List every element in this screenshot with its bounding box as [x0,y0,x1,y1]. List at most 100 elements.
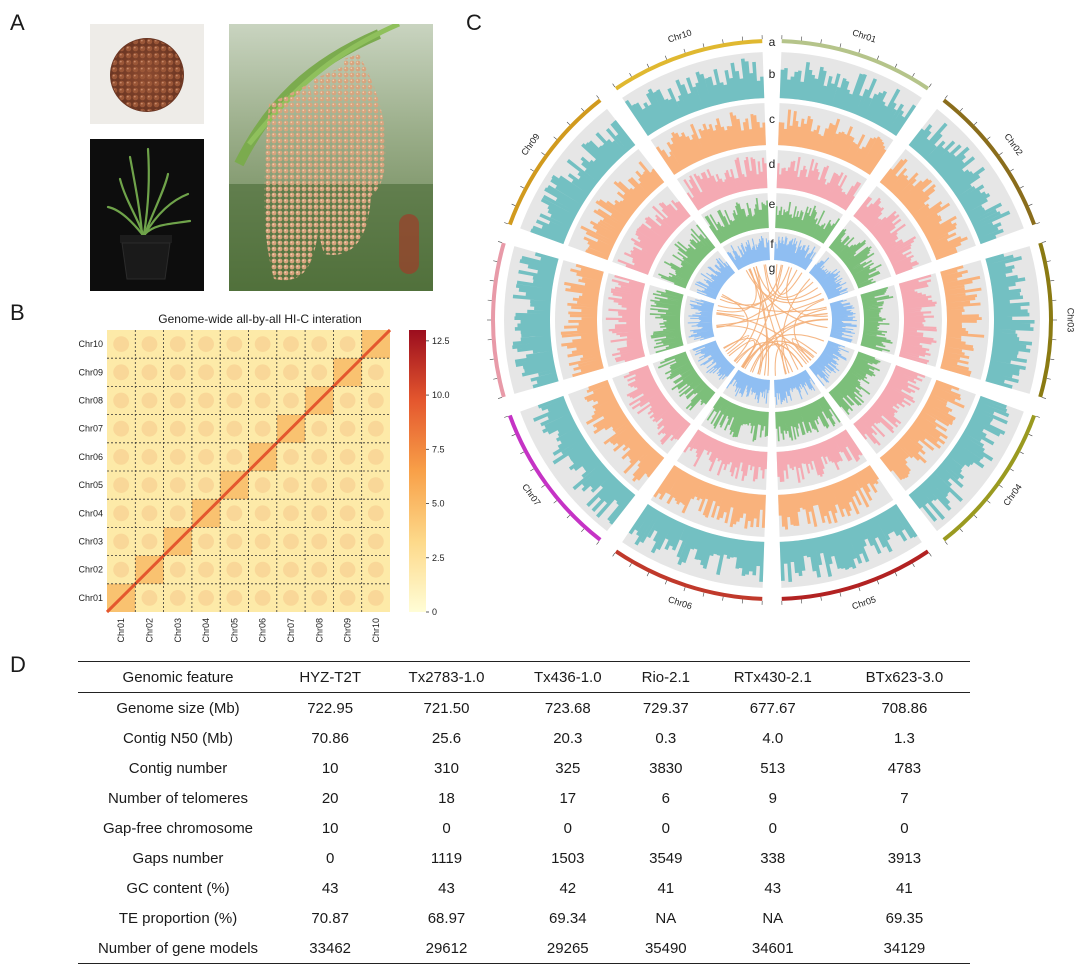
interaction-blob [113,533,130,550]
track-bars [706,396,769,442]
x-tick-label: Chr06 [258,618,268,643]
col-header: HYZ-T2T [299,668,361,686]
chromosome-tick [511,203,516,206]
row-label-cell: Number of gene models [97,939,259,957]
synteny-link [786,267,828,317]
value-cell: 4.0 [762,729,784,747]
value-cell: 34601 [751,939,794,957]
value-cell: 25.6 [431,729,462,747]
chromosome-tick [612,552,616,557]
chromosome-tick [1050,280,1055,282]
value-cell: 0 [442,819,451,837]
colorbar-tick-label: 5.0 [432,499,445,509]
track-letter: d [769,157,776,171]
value-cell: 729.37 [642,699,689,717]
track-bars [908,122,1011,245]
track-bars [605,274,646,363]
chromosome-tick [612,83,616,88]
col-header: Rio-2.1 [641,668,690,686]
interaction-blob [113,392,130,409]
value-cell: 18 [438,789,455,807]
synteny-link [751,308,827,373]
track-bars [776,156,862,211]
value-cell: 10 [321,819,339,837]
track-bars [775,396,841,442]
value-cell: 20.3 [553,729,583,747]
chromosome-tick [1028,434,1033,437]
track-bars [628,504,765,582]
interaction-blob [141,590,158,606]
chromosome-tick [928,552,932,557]
synteny-link [717,264,782,310]
chromosome-tick [489,358,494,360]
interaction-blob [283,449,299,465]
row-label-cell: Contig N50 (Mb) [122,729,234,747]
interaction-blob [311,449,328,465]
colorbar-tick-label: 12.5 [432,336,450,346]
chromosome-tick [858,587,861,592]
chromosome-tick [944,95,948,99]
interaction-blob [141,449,158,465]
interaction-blob [283,364,299,381]
value-cell: 29265 [546,939,589,957]
y-tick-label: Chr03 [78,537,103,547]
chromosome-tick [959,108,963,112]
seed-photo [90,24,204,124]
interaction-blob [169,364,186,381]
interaction-blob [311,477,328,493]
table-row: Number of telomeres 20 18 17 6 9 7 [78,783,970,813]
interaction-blob [254,590,271,606]
interaction-blob [141,505,158,522]
synteny-link [742,340,814,369]
track-bars [879,379,965,481]
interaction-blob [226,505,243,522]
value-cell: 677.67 [749,699,796,717]
interaction-blob [226,420,243,437]
interaction-blob [254,561,271,578]
interaction-blob [254,392,271,409]
synteny-link [745,270,822,304]
chromosome-tick [1019,185,1024,189]
value-cell: 3913 [887,849,922,867]
interaction-blob [283,561,299,578]
interaction-blob [141,533,158,550]
synteny-link [744,318,829,370]
interaction-blob [339,533,356,550]
track-bars [530,120,636,245]
chromosome-tick [541,152,545,156]
chromosome-tick [489,280,494,282]
track-bars [776,429,863,483]
interaction-blob [367,449,384,465]
colorbar-tick-label: 0 [432,607,437,617]
interaction-blob [283,533,299,550]
sorghum-panicle-photo [229,24,433,291]
value-cell: 43 [764,879,782,897]
chromosome-tick [566,514,571,519]
chromosome-tick [541,484,545,488]
track-letter: e [769,197,776,211]
track-letter: f [770,237,774,251]
track-bars [774,369,816,405]
interaction-blob [311,590,328,606]
colorbar-tick-label: 7.5 [432,444,445,454]
chromosome-tick [581,108,585,112]
row-label-cell: GC content (%) [126,879,230,897]
track-bars [853,196,919,275]
synteny-link [774,341,815,376]
interaction-blob [339,392,356,409]
track-bars [687,299,715,341]
interaction-blob [311,505,328,522]
value-cell: 3830 [649,759,683,777]
synteny-link [782,343,807,374]
interaction-blob [311,364,328,381]
value-cell: 721.50 [423,699,470,717]
y-tick-label: Chr06 [78,452,103,462]
hic-title: Genome-wide all-by-all HI-C interation [158,312,362,326]
table-row: Number of gene models 33462 29612 29265 3549… [78,933,970,964]
value-cell: 70.86 [311,729,349,747]
chromosome-tick [820,39,822,44]
track-bars [779,61,917,136]
interaction-blob [169,392,186,409]
track-bars [584,379,665,482]
chromosome-tick [566,121,571,126]
